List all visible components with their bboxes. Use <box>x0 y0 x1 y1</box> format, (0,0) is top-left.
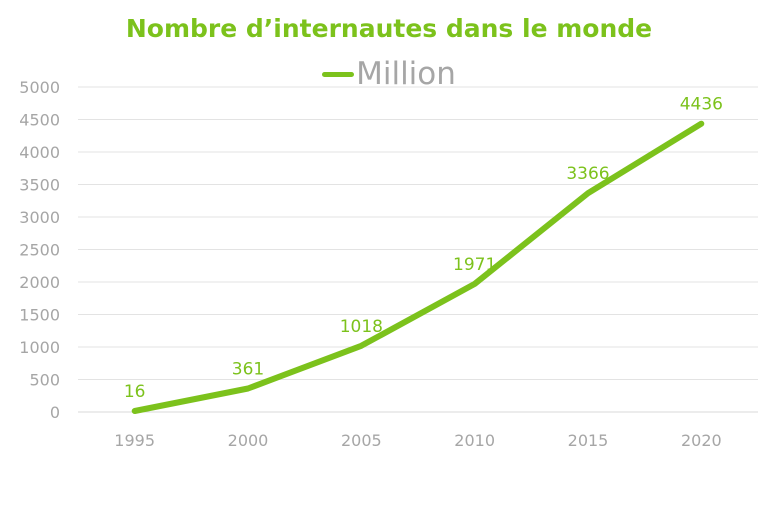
x-tick-label: 1995 <box>114 431 155 450</box>
data-label: 4436 <box>680 95 723 115</box>
data-label: 1018 <box>340 317 383 337</box>
y-tick-label: 2000 <box>19 273 60 292</box>
data-label: 3366 <box>566 164 609 184</box>
legend-label: Million <box>356 56 456 92</box>
y-tick-label: 3500 <box>19 176 60 195</box>
y-tick-label: 0 <box>50 403 60 422</box>
x-tick-label: 2010 <box>454 431 495 450</box>
y-tick-label: 4500 <box>19 111 60 130</box>
x-tick-label: 2000 <box>228 431 269 450</box>
series-line <box>131 120 705 414</box>
x-tick-label: 2020 <box>681 431 722 450</box>
y-tick-label: 1000 <box>19 338 60 357</box>
legend-swatch <box>322 71 355 77</box>
y-tick-label: 5000 <box>19 78 60 97</box>
y-tick-label: 3000 <box>19 208 60 227</box>
x-tick-label: 2015 <box>568 431 609 450</box>
data-label: 361 <box>232 360 264 380</box>
y-tick-label: 2500 <box>19 241 60 260</box>
x-tick-label: 2005 <box>341 431 382 450</box>
data-label: 16 <box>124 382 146 402</box>
y-tick-label: 1500 <box>19 306 60 325</box>
legend: Million <box>0 56 778 92</box>
chart-title: Nombre d’internautes dans le monde <box>125 14 653 43</box>
y-tick-label: 500 <box>29 371 60 390</box>
y-tick-label: 4000 <box>19 143 60 162</box>
data-label: 1971 <box>453 255 496 275</box>
